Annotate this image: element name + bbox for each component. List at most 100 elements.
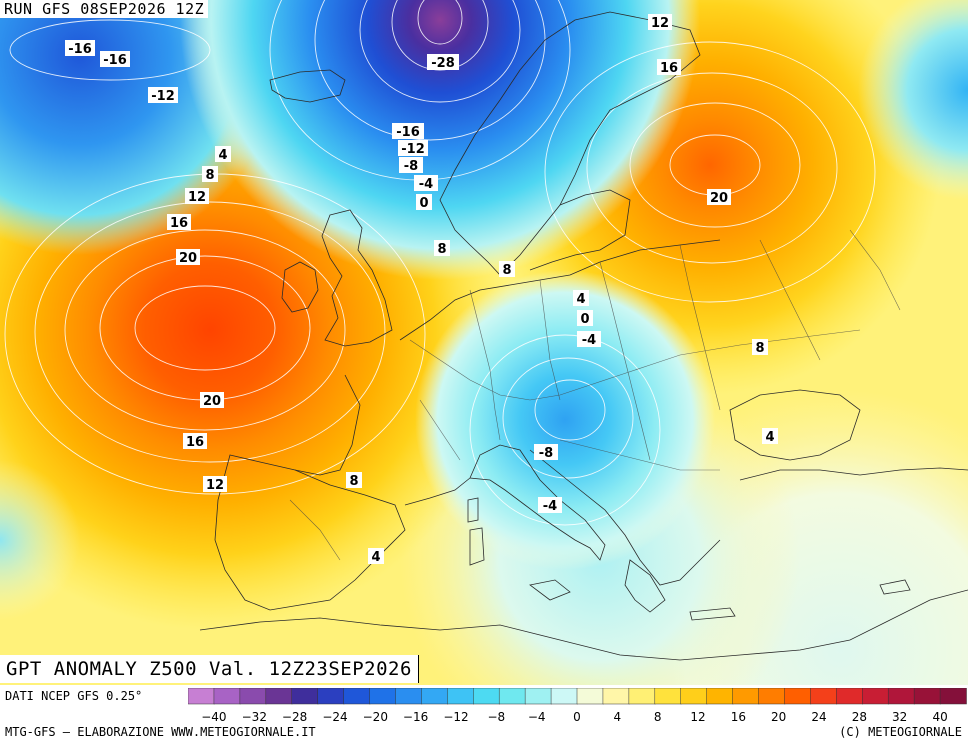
field-low-southwest: [0, 0, 968, 685]
colorbar-cell: [343, 688, 371, 705]
colorbar-cell: [421, 688, 449, 705]
colorbar-cell: [239, 688, 267, 705]
contour-label: -4: [577, 331, 601, 348]
contour-label: 0: [577, 310, 593, 327]
colorbar-cell: [473, 688, 500, 705]
contour-label-text: 20: [179, 251, 197, 266]
colorbar-cell: [395, 688, 423, 705]
colorbar-tick-label: −16: [403, 710, 428, 724]
contour-label-text: -4: [582, 333, 596, 348]
contour-label-text: -16: [68, 42, 92, 57]
contour-label: -12: [148, 87, 178, 104]
contour-label-text: 16: [660, 61, 678, 76]
contour-label-text: -4: [543, 499, 557, 514]
colorbar-cell: [887, 688, 915, 705]
iberia-coast: [214, 454, 406, 611]
italy-coast: [469, 444, 606, 561]
contour-label-text: 12: [188, 190, 206, 205]
colorbar-cell: [317, 688, 345, 705]
contour-label-text: -12: [151, 89, 175, 104]
colorbar-cell: [576, 688, 604, 705]
france-med-coast: [404, 477, 471, 506]
britain-coast: [321, 209, 393, 347]
country-border: [849, 229, 901, 311]
colorbar-tick-label: −12: [443, 710, 468, 724]
run-title: RUN GFS 08SEP2026 12Z: [0, 0, 209, 18]
contour-label-text: 0: [419, 196, 428, 211]
contour-labels: -16 -16 -12 -28 -16 -12 -8 -4 0 4 8 12 1…: [65, 14, 778, 565]
contour-label-text: -8: [539, 446, 553, 461]
data-source: DATI NCEP GFS 0.25°: [5, 689, 143, 703]
contour-label: -4: [414, 175, 438, 192]
country-border: [289, 499, 341, 561]
isoline: [134, 285, 276, 371]
contour-label: 0: [416, 194, 432, 211]
contour-label-text: 4: [218, 148, 227, 163]
contour-label-text: 8: [437, 242, 446, 257]
country-border: [559, 439, 720, 471]
country-border: [599, 261, 651, 461]
isoline: [469, 334, 661, 526]
isoline: [417, 0, 463, 45]
colorbar-tick-label: 40: [932, 710, 947, 724]
contour-label-text: 8: [502, 263, 511, 278]
country-border: [419, 399, 461, 461]
contour-label-text: -4: [419, 177, 433, 192]
contour-label-text: 16: [170, 216, 188, 231]
crete-coast: [689, 607, 736, 621]
colorbar-cell: [913, 688, 941, 705]
contour-label-text: 8: [205, 168, 214, 183]
isoline: [534, 379, 606, 441]
country-border: [469, 289, 501, 441]
contour-label-text: 20: [203, 394, 221, 409]
colorbar-tick-label: −28: [282, 710, 307, 724]
sicily-coast: [529, 579, 571, 601]
isoline: [34, 201, 386, 463]
contour-label: 4: [215, 146, 231, 163]
contour-label: -16: [65, 40, 95, 57]
colorbar-cell: [291, 688, 319, 705]
africa-coast: [199, 589, 968, 661]
colorbar-cell: [213, 688, 241, 705]
balkan-coast: [529, 449, 721, 586]
contour-label: 20: [200, 392, 224, 409]
colorbar-cell: [369, 688, 397, 705]
contour-label: -8: [534, 444, 558, 461]
corsica-coast: [467, 497, 479, 523]
credit-left: MTG-GFS — ELABORAZIONE WWW.METEOGIORNALE…: [5, 725, 316, 739]
coastlines: [199, 11, 968, 661]
isoline: [9, 19, 211, 81]
colorbar-cell: [810, 688, 838, 705]
contour-label: 4: [368, 548, 384, 565]
contour-label: 12: [185, 188, 209, 205]
isoline: [629, 102, 801, 228]
colorbar-cell: [758, 688, 786, 705]
contour-label: -16: [100, 51, 130, 68]
contour-label-text: 16: [186, 435, 204, 450]
contour-label: -16: [392, 123, 424, 140]
colorbar-tick-label: 32: [892, 710, 907, 724]
country-border: [679, 244, 721, 411]
colorbar-tick-label: −24: [322, 710, 347, 724]
contour-label: 12: [203, 476, 227, 493]
cyprus-coast: [879, 579, 911, 595]
contour-label: 4: [762, 428, 778, 445]
contour-label-text: -16: [396, 125, 420, 140]
colorbar-cell: [836, 688, 864, 705]
contour-label-text: 0: [580, 312, 589, 327]
footer: DATI NCEP GFS 0.25° −40 −32 −28 −24 −20 −16 −1…: [0, 685, 968, 745]
contour-label-text: 4: [765, 430, 774, 445]
colorbar-cell: [732, 688, 760, 705]
contour-label: 16: [657, 59, 681, 76]
colorbar-cell: [784, 688, 812, 705]
colorbar-cell: [628, 688, 656, 705]
scandinavia-coast: [439, 11, 701, 276]
turkey-coast: [739, 467, 968, 481]
colorbar-cell: [862, 688, 889, 705]
contour-label: -4: [538, 497, 562, 514]
colorbar-cell: [654, 688, 682, 705]
biscay-coast: [294, 374, 361, 476]
contour-label: 16: [183, 433, 207, 450]
contour-label-text: -8: [404, 159, 418, 174]
contour-label: 8: [202, 166, 218, 183]
